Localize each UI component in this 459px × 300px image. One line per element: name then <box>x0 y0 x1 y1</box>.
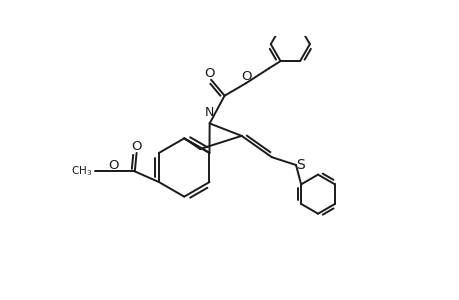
Text: CH$_3$: CH$_3$ <box>71 164 92 178</box>
Text: O: O <box>241 70 252 83</box>
Text: O: O <box>204 67 214 80</box>
Text: N: N <box>205 106 214 119</box>
Text: S: S <box>295 158 304 172</box>
Text: O: O <box>108 159 118 172</box>
Text: O: O <box>131 140 141 153</box>
